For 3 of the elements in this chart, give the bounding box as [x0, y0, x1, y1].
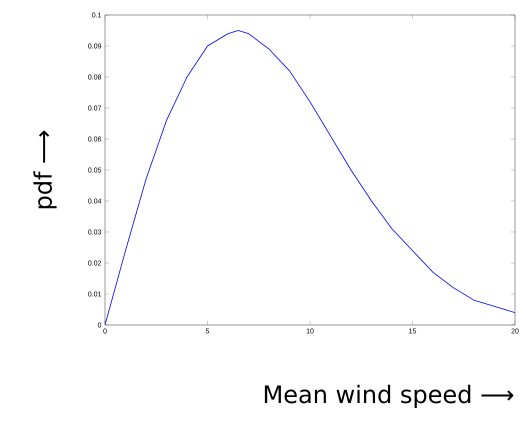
- x-axis-title: Mean wind speed ⟶: [264, 384, 514, 408]
- y-axis-title: pdf ⟶: [33, 130, 57, 208]
- line-series: [105, 30, 516, 325]
